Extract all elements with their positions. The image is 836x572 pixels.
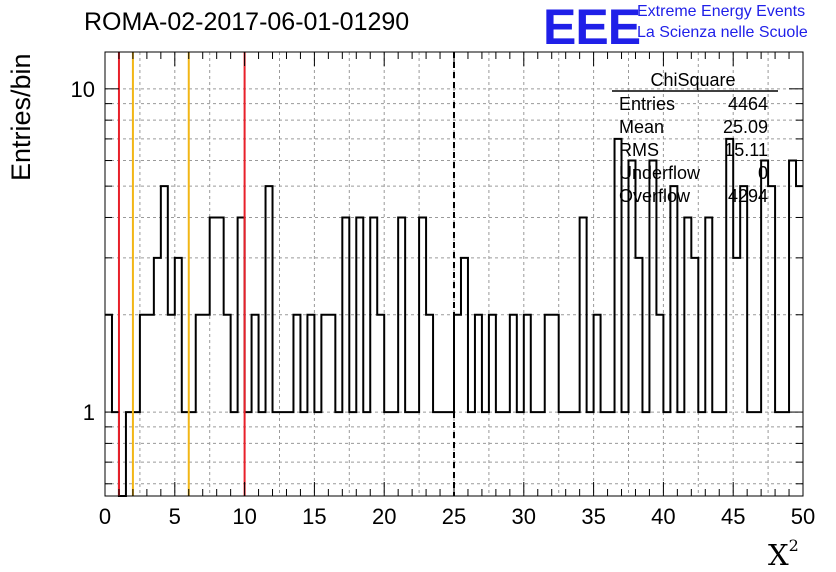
stats-label: Entries [619, 94, 675, 114]
logo-line-2: La Scienza nelle Scuole [637, 24, 808, 41]
x-tick-label: 45 [721, 504, 745, 529]
stats-value: 15.11 [724, 140, 768, 160]
x-tick-label: 20 [372, 504, 396, 529]
stats-value: 25.09 [723, 117, 768, 137]
x-tick-label: 5 [169, 504, 181, 529]
x-tick-label: 25 [442, 504, 466, 529]
x-tick-label: 50 [791, 504, 815, 529]
stats-label: RMS [619, 140, 659, 160]
stats-value: 4294 [728, 186, 768, 206]
x-tick-label: 0 [99, 504, 111, 529]
stats-label: Mean [619, 117, 664, 137]
stats-title: ChiSquare [650, 70, 735, 90]
stats-value: 0 [758, 163, 768, 183]
eee-logo: EEE [543, 0, 641, 55]
x-tick-label: 35 [581, 504, 605, 529]
x-tick-label: 15 [302, 504, 326, 529]
stats-value: 4464 [728, 94, 768, 114]
histogram-series [105, 137, 803, 497]
x-tick-label: 40 [651, 504, 675, 529]
x-tick-label: 30 [512, 504, 536, 529]
chart-title: ROMA-02-2017-06-01-01290 [84, 8, 410, 36]
x-axis-label: X2 [768, 536, 799, 572]
y-tick-label: 10 [71, 77, 95, 102]
stats-label: Overflow [619, 186, 691, 206]
logo-line-1: Extreme Energy Events [637, 3, 806, 20]
y-tick-label: 1 [83, 400, 95, 425]
stats-label: Underflow [619, 163, 701, 183]
x-tick-label: 10 [232, 504, 256, 529]
